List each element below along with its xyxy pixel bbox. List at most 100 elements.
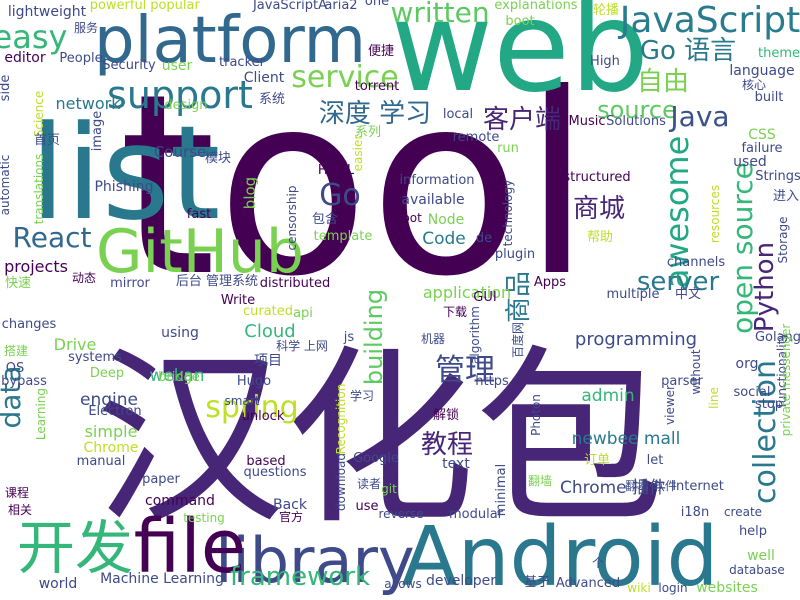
- cloud-word: questions: [244, 465, 307, 480]
- cloud-word: 解锁: [433, 407, 459, 423]
- cloud-word: 商城: [573, 194, 625, 224]
- cloud-word: bypass: [1, 374, 47, 389]
- cloud-word: 机器: [421, 332, 445, 346]
- cloud-word: org: [736, 356, 759, 372]
- cloud-word: de: [476, 231, 492, 246]
- cloud-word: Android: [401, 510, 718, 600]
- cloud-word: torrent: [355, 79, 400, 94]
- cloud-word: available: [401, 192, 464, 208]
- cloud-word: one: [365, 0, 389, 9]
- cloud-word: popular: [150, 0, 200, 13]
- cloud-word: 中文: [675, 287, 701, 302]
- cloud-word: network: [56, 94, 122, 113]
- cloud-word: Photon: [529, 394, 543, 436]
- cloud-word: changes: [2, 317, 57, 332]
- cloud-word: algorithm: [468, 306, 482, 364]
- cloud-word: platform: [94, 4, 366, 78]
- cloud-word: Chrome: [84, 440, 139, 456]
- cloud-word: 核心: [742, 78, 766, 92]
- cloud-word: Internet: [672, 479, 724, 494]
- cloud-word: Learning: [34, 388, 48, 440]
- cloud-word: parser: [661, 374, 703, 389]
- cloud-word: High: [590, 54, 620, 69]
- cloud-word: used: [733, 154, 767, 170]
- cloud-word: Hugo: [237, 374, 271, 389]
- cloud-word: Go 语言: [640, 36, 736, 66]
- cloud-word: 订单: [584, 453, 610, 468]
- cloud-word: aria2: [324, 0, 357, 13]
- cloud-word: People: [59, 51, 102, 66]
- cloud-word: 包含: [312, 211, 338, 227]
- cloud-word: api: [293, 306, 313, 321]
- cloud-word: local: [443, 107, 473, 122]
- cloud-word: wekan: [149, 366, 204, 386]
- cloud-word: server: [637, 267, 720, 297]
- cloud-word: 帮助: [587, 230, 613, 245]
- cloud-word: GitHub: [96, 217, 304, 287]
- cloud-word: let: [647, 453, 664, 468]
- cloud-word: git: [381, 482, 397, 496]
- cloud-word: https: [475, 374, 509, 389]
- cloud-word: data: [0, 365, 27, 428]
- cloud-word: technology: [501, 180, 515, 247]
- cloud-word: CSS: [748, 127, 776, 143]
- cloud-word: 搭建: [4, 344, 28, 358]
- cloud-word: 模块: [205, 151, 231, 166]
- cloud-word: automatic: [0, 155, 12, 216]
- cloud-word: Solutions: [606, 114, 666, 129]
- cloud-word: admin: [581, 386, 634, 406]
- cloud-word: translations: [32, 154, 46, 225]
- cloud-word: language: [729, 63, 794, 79]
- cloud-word: powerful: [90, 0, 147, 13]
- cloud-word: Golang: [755, 330, 800, 345]
- cloud-word: database: [729, 563, 785, 577]
- cloud-word: remote: [453, 130, 500, 145]
- cloud-word: Write: [221, 293, 255, 308]
- cloud-word: Advanced: [556, 576, 620, 591]
- cloud-word: 项目: [254, 353, 282, 369]
- cloud-word: explanations: [494, 0, 577, 13]
- cloud-word: design: [164, 98, 207, 113]
- cloud-word: user: [162, 58, 193, 74]
- cloud-word: 翻墙 软件: [625, 479, 677, 493]
- cloud-word: bridge: [158, 370, 200, 385]
- cloud-word: Course: [154, 143, 206, 161]
- cloud-word: open source: [726, 162, 759, 334]
- cloud-word: GUI: [473, 290, 496, 305]
- cloud-word: blog: [241, 177, 259, 209]
- cloud-word: Electron: [88, 404, 141, 419]
- cloud-word: based: [246, 454, 285, 469]
- cloud-word: programming: [575, 329, 697, 350]
- cloud-word: Phishing: [94, 179, 153, 195]
- cloud-word: image: [90, 111, 105, 152]
- cloud-word: 商品: [504, 271, 534, 323]
- cloud-word: well: [747, 548, 775, 564]
- cloud-word: manual: [77, 454, 126, 469]
- cloud-word: stop: [755, 397, 783, 412]
- cloud-word: censorship: [285, 186, 299, 251]
- cloud-word: channels: [667, 255, 725, 270]
- cloud-word: resources: [708, 185, 722, 243]
- cloud-word: 开发: [17, 514, 133, 582]
- cloud-word: reverse: [378, 507, 423, 521]
- cloud-word: 教程: [421, 430, 473, 460]
- cloud-word: easy: [0, 18, 67, 56]
- cloud-word: Go: [319, 178, 361, 213]
- cloud-word: editor: [4, 50, 45, 66]
- cloud-word: 深度 学习: [319, 99, 431, 129]
- cloud-word: 基于: [524, 575, 550, 590]
- cloud-word: 后台 管理系统: [176, 274, 258, 289]
- cloud-word: structured: [563, 170, 630, 185]
- cloud-word: spring: [205, 390, 298, 425]
- cloud-word: 首页: [34, 133, 60, 148]
- cloud-word: React: [13, 221, 92, 254]
- cloud-word: create: [724, 505, 762, 519]
- cloud-word: Science: [32, 91, 46, 138]
- cloud-word: line: [707, 387, 721, 409]
- cloud-word: Music: [569, 114, 606, 129]
- cloud-word: easier: [351, 135, 365, 172]
- cloud-word: 下载: [443, 305, 467, 319]
- cloud-word: 客户端: [483, 105, 561, 135]
- cloud-word: failure: [741, 141, 782, 156]
- cloud-word: 快速: [5, 276, 31, 291]
